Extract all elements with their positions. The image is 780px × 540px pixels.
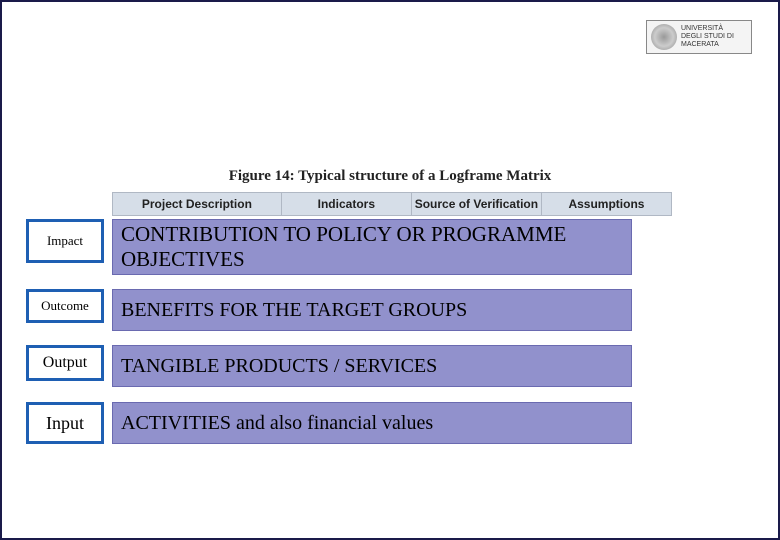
header-source-verification: Source of Verification <box>412 193 542 215</box>
seal-icon <box>651 24 677 50</box>
level-box-outcome: Outcome <box>26 289 104 323</box>
figure-title: Figure 14: Typical structure of a Logfra… <box>2 168 778 185</box>
desc-outcome: BENEFITS FOR THE TARGET GROUPS <box>112 289 632 331</box>
level-box-input: Input <box>26 402 104 444</box>
desc-input: ACTIVITIES and also financial values <box>112 402 632 444</box>
logo-text: UNIVERSITÀ DEGLI STUDI DI MACERATA <box>681 25 734 48</box>
desc-impact: CONTRIBUTION TO POLICY OR PROGRAMME OBJE… <box>112 219 632 275</box>
matrix-header: Project Description Indicators Source of… <box>112 192 672 216</box>
header-project-description: Project Description <box>113 193 282 215</box>
university-logo: UNIVERSITÀ DEGLI STUDI DI MACERATA <box>646 20 752 54</box>
header-indicators: Indicators <box>282 193 412 215</box>
header-assumptions: Assumptions <box>542 193 671 215</box>
level-box-impact: Impact <box>26 219 104 263</box>
desc-output: TANGIBLE PRODUCTS / SERVICES <box>112 345 632 387</box>
level-box-output: Output <box>26 345 104 381</box>
